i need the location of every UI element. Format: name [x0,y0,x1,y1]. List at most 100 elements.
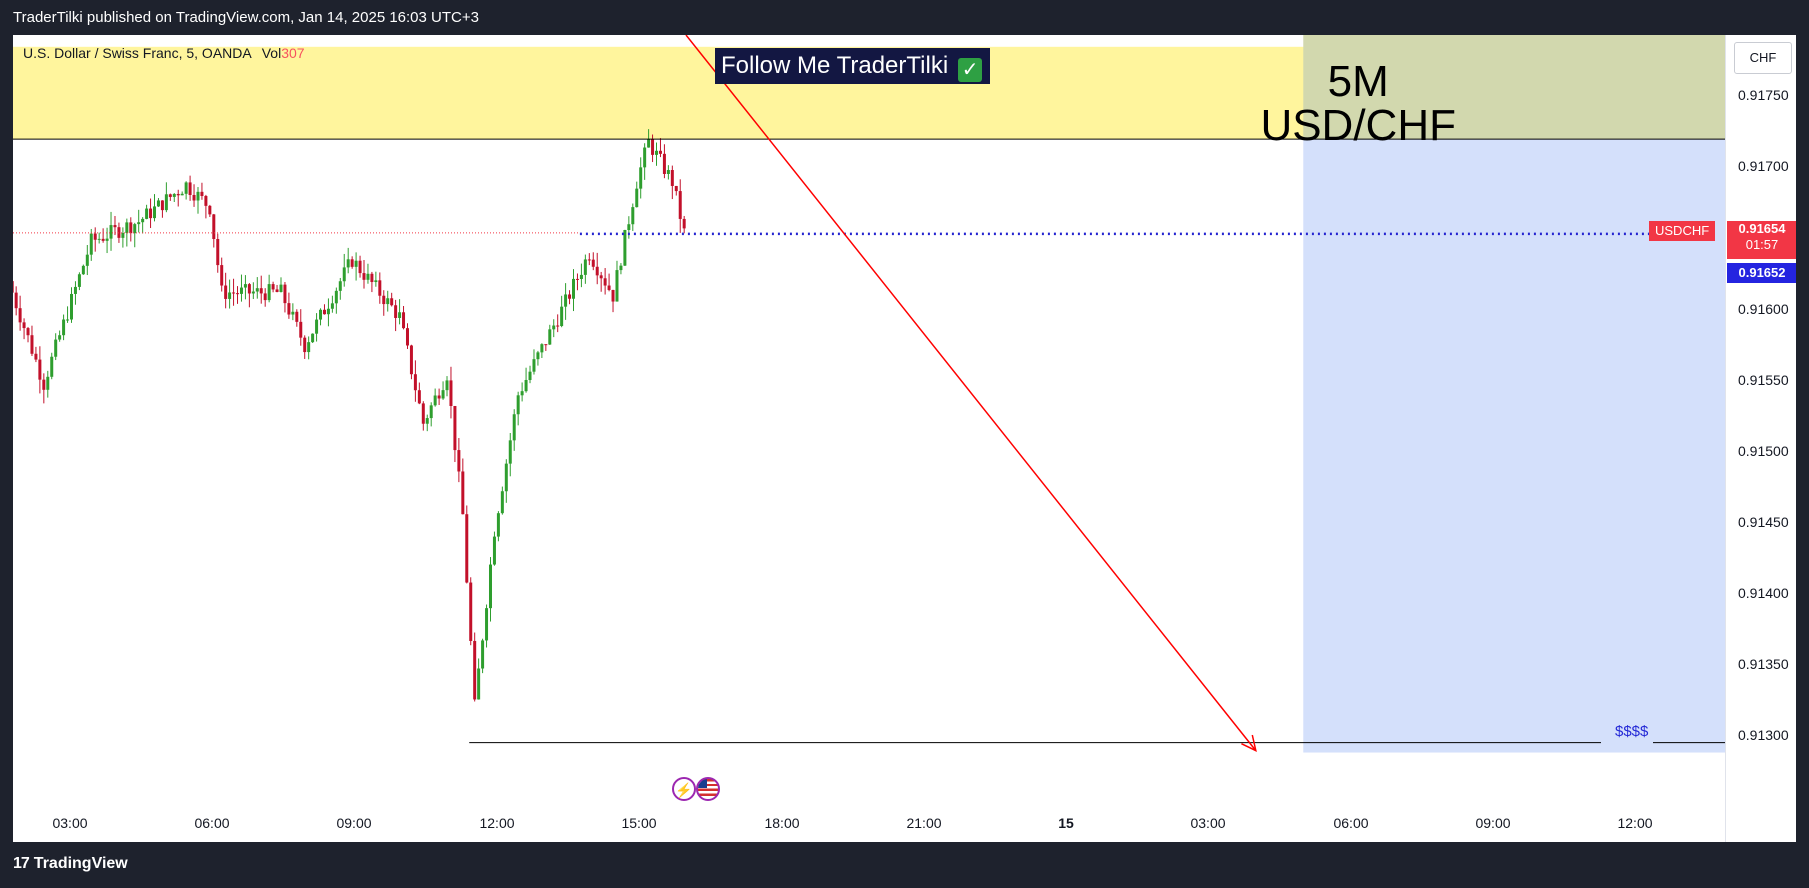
candle-body [662,153,666,174]
us-flag-icon[interactable] [696,777,720,801]
candle-body [461,471,465,515]
candle-body [196,191,200,201]
candle-body [326,308,330,315]
volume-label: Vol [261,45,282,61]
candle-body [204,195,208,206]
price-tick: 0.91750 [1738,87,1789,103]
candle-body [113,225,117,228]
candle-body [647,139,651,148]
chart-frame[interactable]: U.S. Dollar / Swiss Franc, 5, OANDA Vol30… [13,35,1796,842]
candle-body [350,259,354,267]
last-price: 0.91654 [1738,221,1786,236]
tradingview-logo-icon[interactable]: 17 TradingView [13,855,128,872]
candle-body [682,218,686,229]
time-tick-day: 15 [1058,815,1074,831]
candle-body [603,278,607,286]
candle-body [212,214,216,239]
currency-button[interactable]: CHF [1734,42,1792,74]
candle-body [42,379,46,390]
candle-body [457,450,461,472]
candle-body [164,194,168,211]
candle-body [137,222,141,225]
candle-body [299,321,303,338]
lightning-icon[interactable]: ⚡ [672,777,696,801]
candle-body [651,139,655,155]
candle-body [263,293,267,301]
candle-body [192,194,196,201]
candle-body [666,170,670,174]
candle-body [34,353,38,360]
candle-body [536,352,540,360]
projection-zone [1303,139,1726,753]
candle-body [168,194,172,197]
price-tick: 0.91450 [1738,514,1789,530]
candle-body [303,337,307,353]
candle-body [496,513,500,537]
candle-body [275,289,279,292]
candle-body [109,225,113,239]
candle-body [575,278,579,280]
candle-body [149,208,153,219]
candle-body [552,325,556,330]
candle-body [516,395,520,415]
candle-body [560,306,564,327]
candle-body [417,390,421,404]
candle-body [520,391,524,396]
candle-body [421,403,425,424]
candle-body [382,295,386,305]
time-tick: 12:00 [479,815,515,831]
candle-body [398,312,402,318]
chart-plot[interactable] [13,35,1726,842]
down-arrow-line [685,35,1257,752]
candle-body [279,284,283,292]
candle-body [251,291,255,294]
price-tick: 0.91300 [1738,727,1789,743]
candle-body [362,273,366,280]
candle-body [413,374,417,391]
candle-body [236,293,240,295]
candle-body [153,206,157,219]
price-tick: 0.91500 [1738,443,1789,459]
time-tick: 09:00 [1475,815,1511,831]
candle-body [623,230,627,266]
overlap-zone [1303,35,1726,140]
candle-body [125,222,129,233]
candle-body [101,238,105,241]
candle-body [267,284,271,301]
candle-body [481,640,485,669]
candle-body [342,267,346,282]
candle-body [200,191,204,196]
candle-body [386,298,390,305]
candle-body [631,207,635,225]
candle-body [425,418,429,424]
price-tick: 0.91400 [1738,585,1789,601]
candle-body [374,280,378,283]
last-price-tag: 0.91654 01:57 [1727,221,1796,259]
candle-body [172,193,176,197]
follow-text: Follow Me TraderTilki [721,52,949,79]
candle-body [141,218,145,223]
candle-body [66,319,70,321]
candle-body [473,640,477,700]
candle-body [89,233,93,255]
candle-body [133,224,137,234]
price-axis[interactable]: CHF 0.91750 0.91700 0.91600 0.91550 0.91… [1725,35,1796,842]
candle-body [429,405,433,419]
candle-body [346,259,350,268]
candle-body [655,150,659,155]
candle-body [97,238,101,240]
time-tick: 12:00 [1617,815,1653,831]
candle-body [433,395,437,406]
candle-body [307,342,311,353]
candle-body [62,319,66,336]
candle-body [619,265,623,271]
candle-body [338,281,342,291]
candle-body [295,311,299,322]
candle-body [595,266,599,276]
candle-body [311,333,315,343]
candle-body [224,285,228,299]
candle-body [378,280,382,296]
footer: 17 TradingView [0,842,1809,888]
timeframe-label: 5M [1327,57,1389,106]
symbol-legend[interactable]: U.S. Dollar / Swiss Franc, 5, OANDA Vol30… [23,45,305,61]
